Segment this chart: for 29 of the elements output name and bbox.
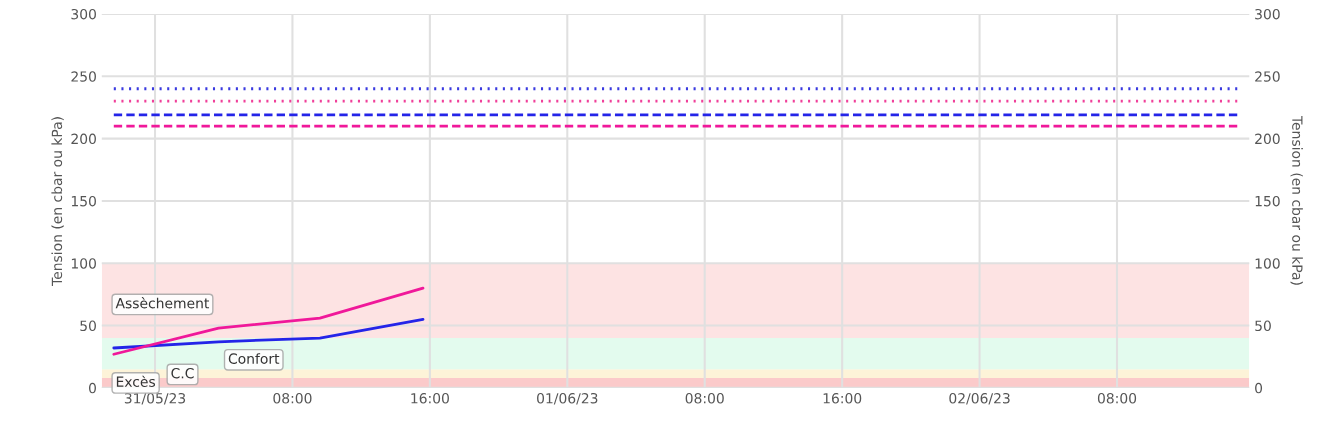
y-tick-label: 300 [71,8,96,20]
y-tick-label: 250 [71,71,96,82]
x-tick-label: 08:00 [685,393,724,404]
y2-tick-label: 300 [1255,8,1280,20]
x-tick-label: 08:00 [1097,393,1137,404]
x-tick-label: 16:00 [823,393,862,404]
y-axis-title: Tension (en cbar ou kPa) [51,117,64,286]
y2-tick-label: 200 [1255,133,1280,145]
x-tick-label: 31/05/23 [124,393,186,405]
line-series [112,317,425,350]
y2-tick-label: 100 [1255,258,1280,269]
y2-tick-label: 50 [1255,320,1271,332]
x-tick-label: 01/06/23 [537,393,598,405]
y2-tick-label: 0 [1255,382,1263,394]
y-tick-label: 50 [80,320,96,332]
x-tick-label: 16:00 [411,393,449,404]
y2-tick-label: 150 [1255,195,1280,207]
y2-axis-title: Tension (en cbar ou kPa) [1290,115,1303,285]
y-tick-label: 100 [71,258,96,269]
band-label: Confort [228,353,280,364]
y-tick-label: 200 [71,133,96,145]
x-tick-label: 02/06/23 [949,393,1010,405]
y-tick-label: 0 [88,382,96,394]
band-label: Excès [116,375,156,387]
x-tick-label: 08:00 [273,393,312,404]
y-tick-label: 150 [71,195,96,207]
y2-tick-label: 250 [1255,71,1280,82]
band-label: C.C [171,367,194,379]
band-label: Assèchement [115,297,210,309]
